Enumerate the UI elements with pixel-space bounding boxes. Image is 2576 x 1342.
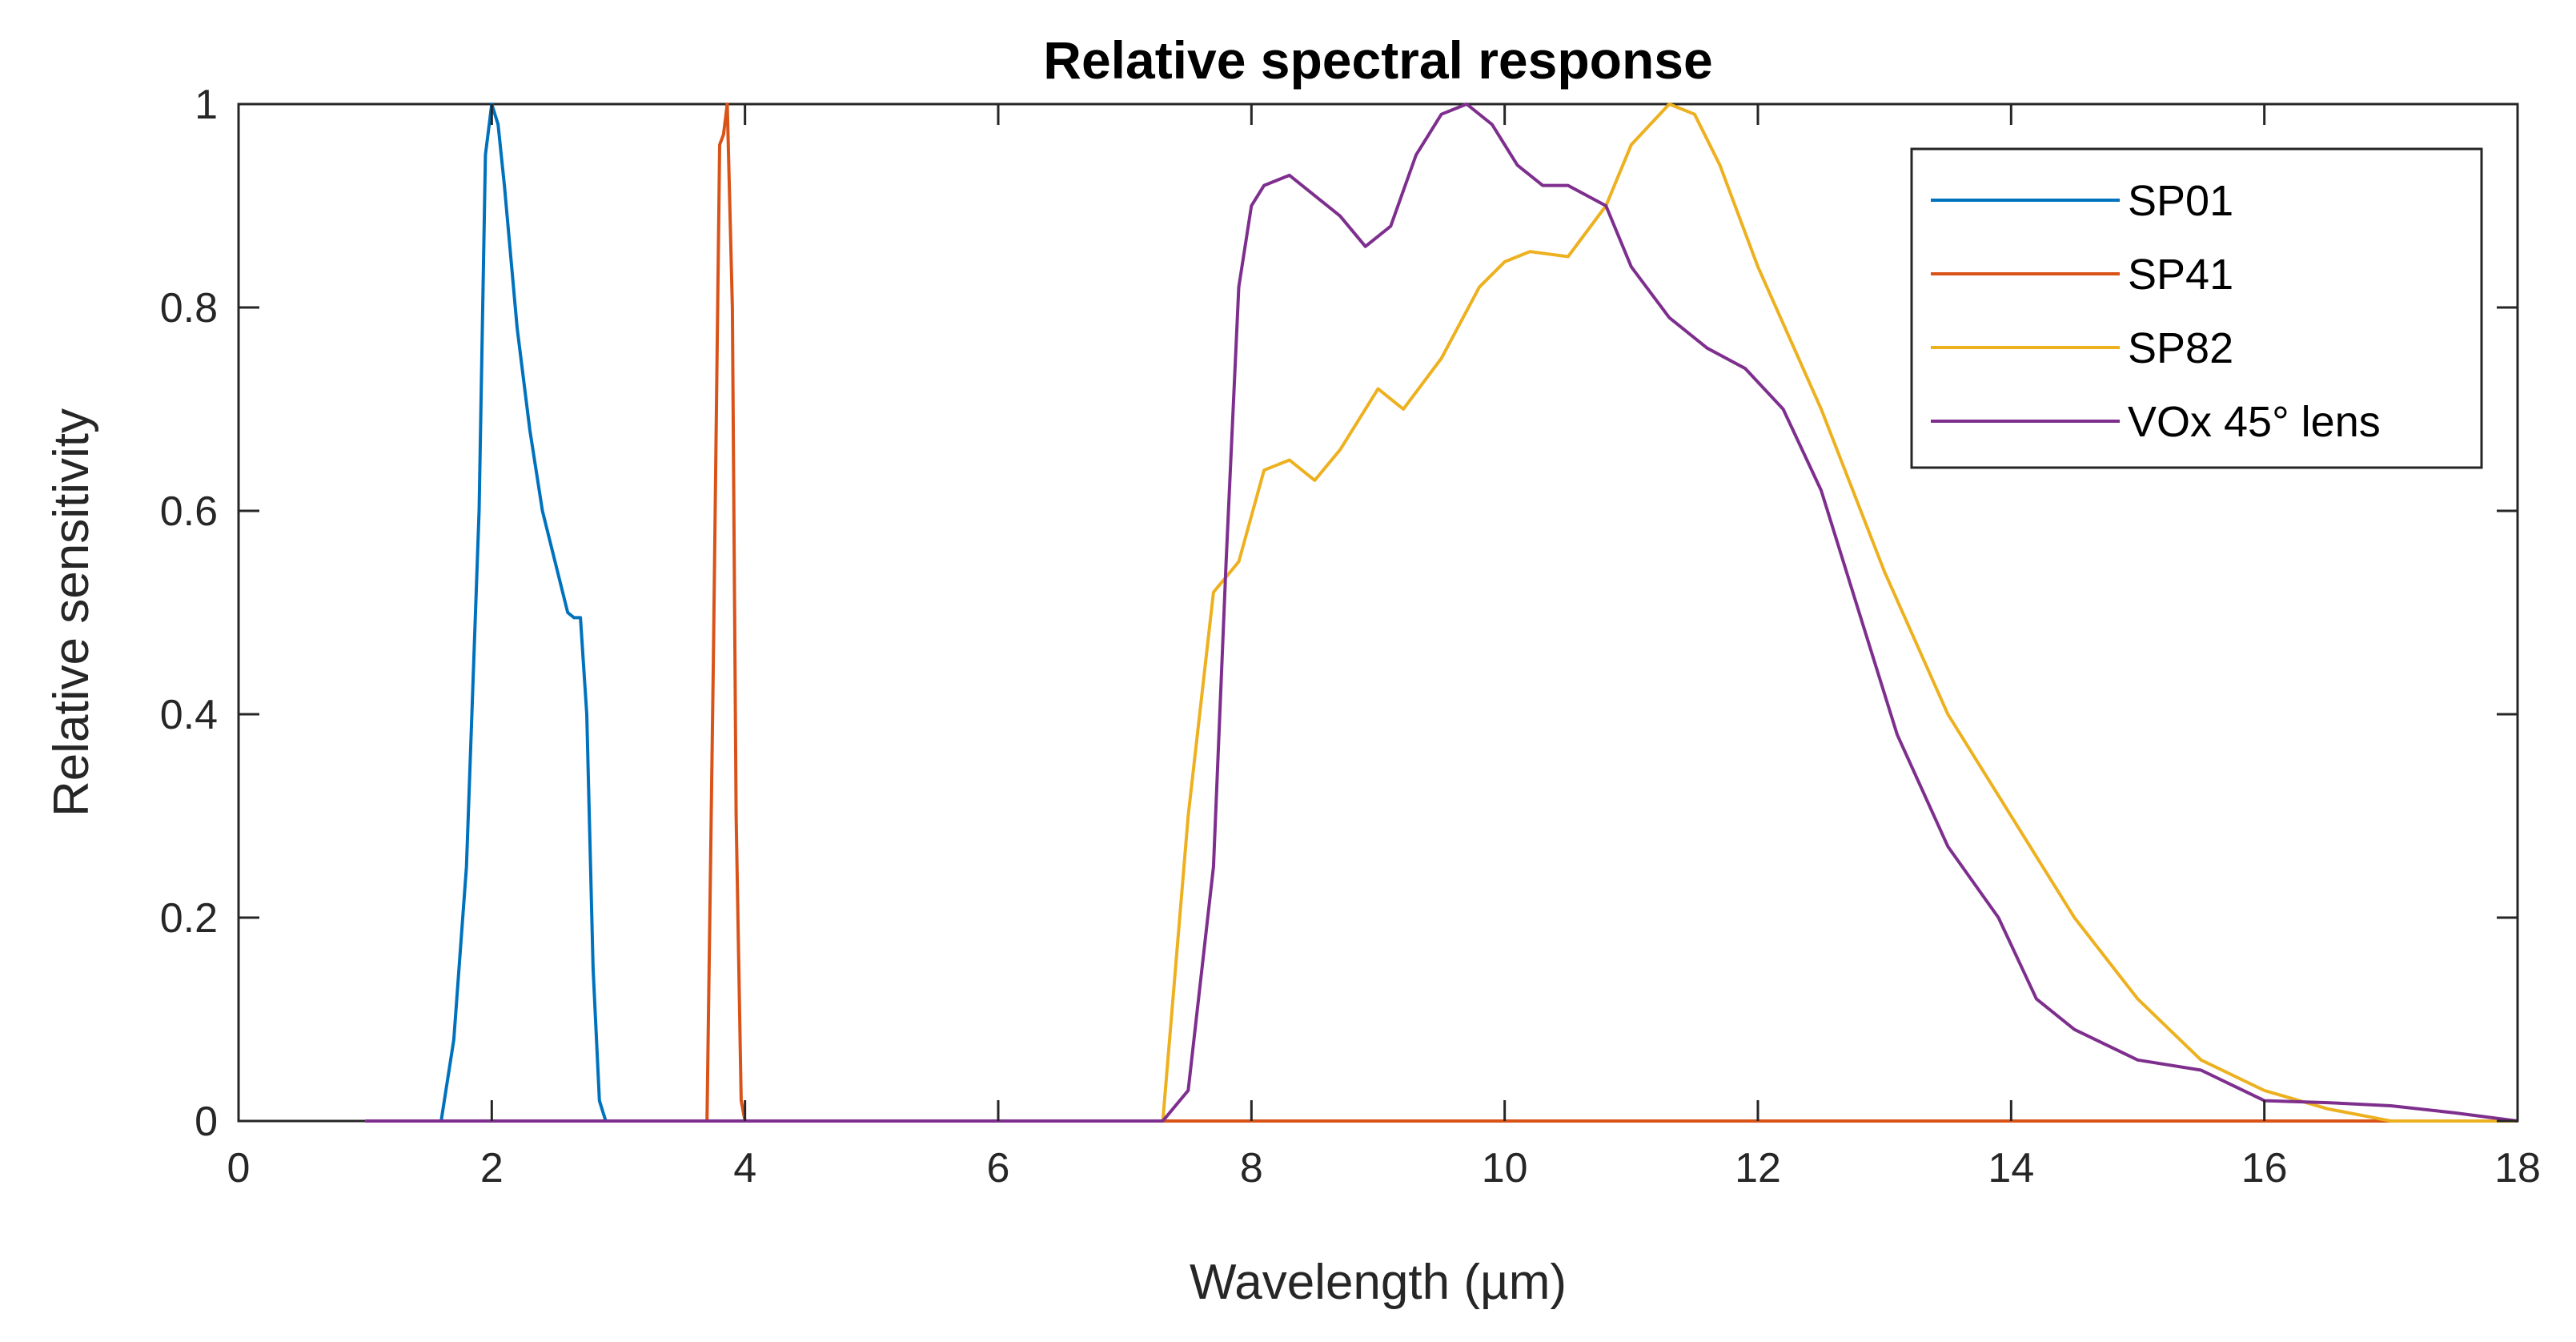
- axis-ticks: 0 2 4 6 8 10 12 14 16 18 0 0.2 0.4 0.6 0.8 1: [160, 82, 2541, 1191]
- series-line-1: [365, 102, 619, 1123]
- legend-label: SP41: [2128, 251, 2233, 299]
- legend-label: SP82: [2128, 324, 2233, 372]
- y-axis-title: Relative sensitivity: [44, 408, 99, 817]
- series-line-2: [365, 102, 2518, 1123]
- legend-label: VOx 45° lens: [2128, 398, 2381, 446]
- x-tick-label: 0: [227, 1145, 251, 1191]
- series-line-4: [365, 102, 2518, 1123]
- legend-box: [1910, 147, 2483, 469]
- y-tick-label: 0.4: [160, 692, 218, 738]
- x-tick-label: 4: [733, 1145, 756, 1191]
- x-tick-label: 12: [1735, 1145, 1781, 1191]
- series-layer: [365, 102, 2518, 1123]
- x-axis-title: Wavelength (µm): [1190, 1255, 1567, 1310]
- y-tick-label: 1: [195, 82, 218, 128]
- x-tick-label: 6: [987, 1145, 1010, 1191]
- y-tick-label: 0: [195, 1099, 218, 1145]
- y-tick-label: 0.2: [160, 895, 218, 942]
- x-tick-label: 16: [2241, 1145, 2288, 1191]
- x-tick-label: 8: [1240, 1145, 1263, 1191]
- legend: SP01 SP41 SP82 VOx 45° lens: [1910, 147, 2483, 469]
- x-tick-label: 14: [1988, 1145, 2034, 1191]
- y-tick-label: 0.6: [160, 488, 218, 535]
- x-tick-label: 18: [2494, 1145, 2541, 1191]
- x-tick-label: 2: [480, 1145, 504, 1191]
- x-tick-label: 10: [1482, 1145, 1528, 1191]
- y-tick-label: 0.8: [160, 285, 218, 331]
- chart-title: Relative spectral response: [1043, 30, 1712, 90]
- legend-label: SP01: [2128, 177, 2233, 225]
